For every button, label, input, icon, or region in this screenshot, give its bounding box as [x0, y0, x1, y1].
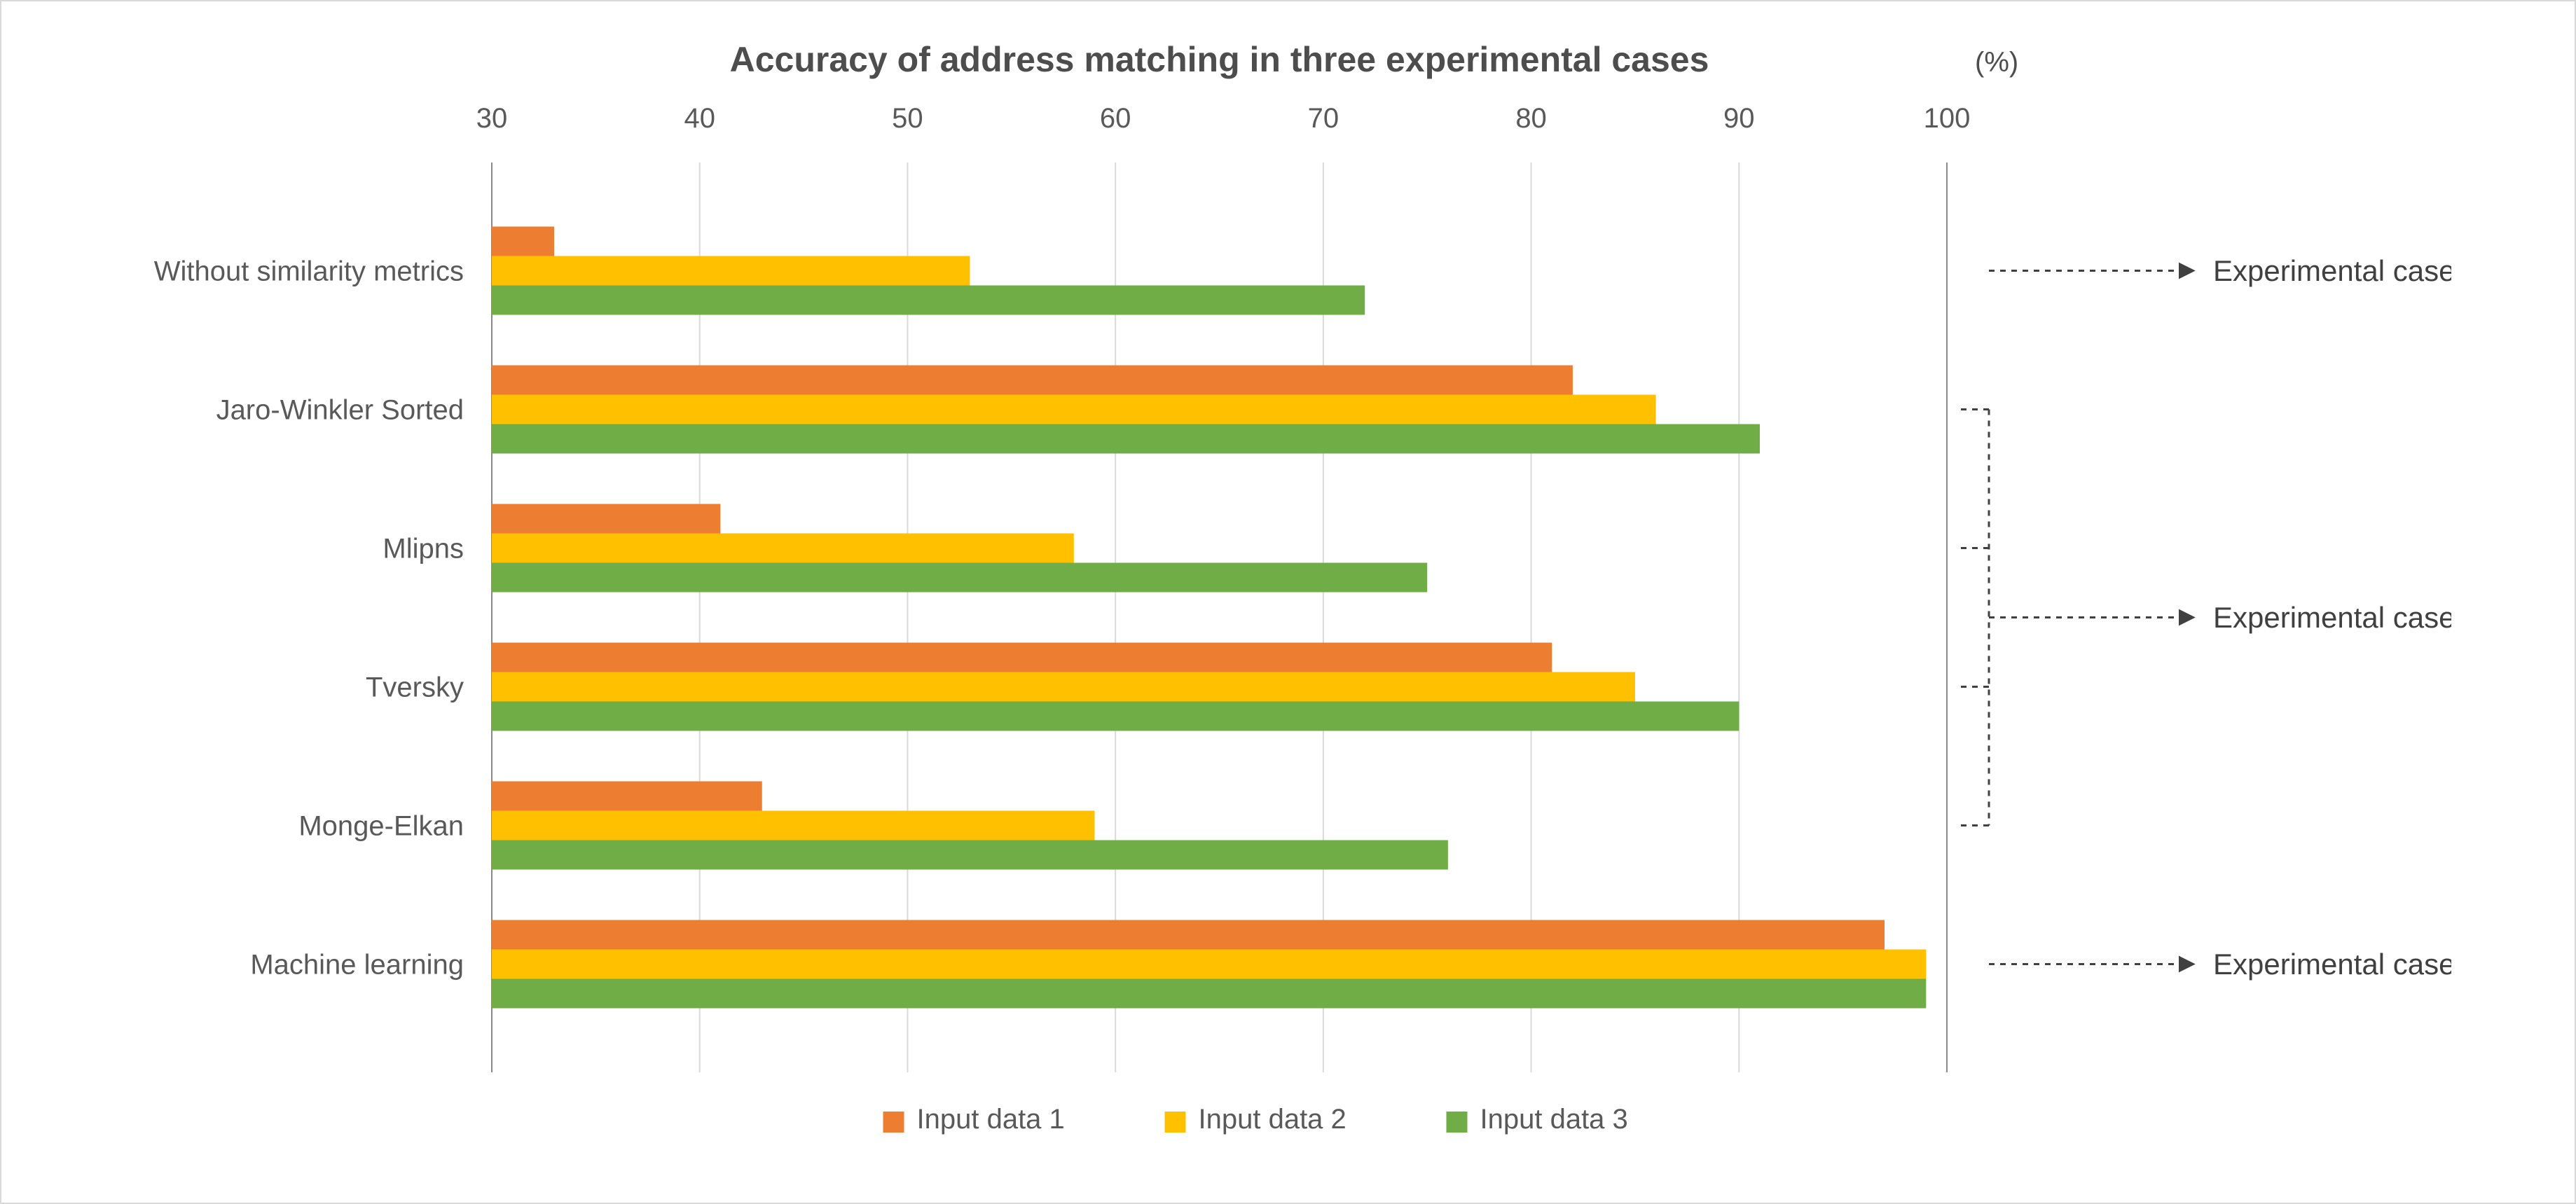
legend-swatch	[1447, 1112, 1468, 1133]
bar	[492, 950, 1926, 979]
x-tick-label: 30	[476, 103, 508, 134]
chart-container: Accuracy of address matching in three ex…	[43, 29, 2448, 1175]
unit-label: (%)	[1975, 47, 2018, 78]
bar	[492, 286, 1365, 315]
bar	[492, 256, 970, 286]
x-tick-label: 40	[684, 103, 715, 134]
x-tick-label: 80	[1515, 103, 1547, 134]
bar	[492, 227, 554, 256]
legend-swatch	[1165, 1112, 1186, 1133]
bar	[492, 672, 1635, 702]
bar	[492, 840, 1448, 870]
legend-swatch	[883, 1112, 904, 1133]
bar	[492, 979, 1926, 1009]
annotation-label: Experimental case 3	[2213, 948, 2451, 981]
bar	[492, 534, 1074, 563]
bar	[492, 395, 1656, 424]
bar	[492, 920, 1885, 950]
legend-label: Input data 1	[917, 1104, 1065, 1135]
annotation-label: Experimental case 2	[2213, 601, 2451, 634]
annotation-label: Experimental case 1	[2213, 254, 2451, 287]
legend-label: Input data 2	[1199, 1104, 1346, 1135]
category-label: Monge-Elkan	[298, 811, 464, 842]
chart-svg: Accuracy of address matching in three ex…	[43, 29, 2451, 1177]
legend-label: Input data 3	[1480, 1104, 1628, 1135]
bar	[492, 366, 1573, 395]
bar	[492, 811, 1094, 840]
bar	[492, 424, 1760, 454]
bar	[492, 504, 720, 534]
chart-frame: Accuracy of address matching in three ex…	[0, 0, 2576, 1204]
category-label: Machine learning	[250, 950, 464, 981]
x-tick-label: 90	[1723, 103, 1755, 134]
bar	[492, 782, 762, 811]
bar	[492, 563, 1427, 593]
bar	[492, 643, 1552, 672]
bar	[492, 702, 1739, 731]
x-tick-label: 100	[1924, 103, 1971, 134]
category-label: Mlipns	[383, 534, 464, 565]
category-label: Jaro-Winkler Sorted	[216, 395, 464, 426]
x-tick-label: 70	[1308, 103, 1339, 134]
chart-title: Accuracy of address matching in three ex…	[730, 40, 1709, 79]
x-tick-label: 50	[892, 103, 923, 134]
category-label: Without similarity metrics	[154, 256, 464, 287]
category-label: Tversky	[366, 672, 464, 703]
x-tick-label: 60	[1100, 103, 1131, 134]
